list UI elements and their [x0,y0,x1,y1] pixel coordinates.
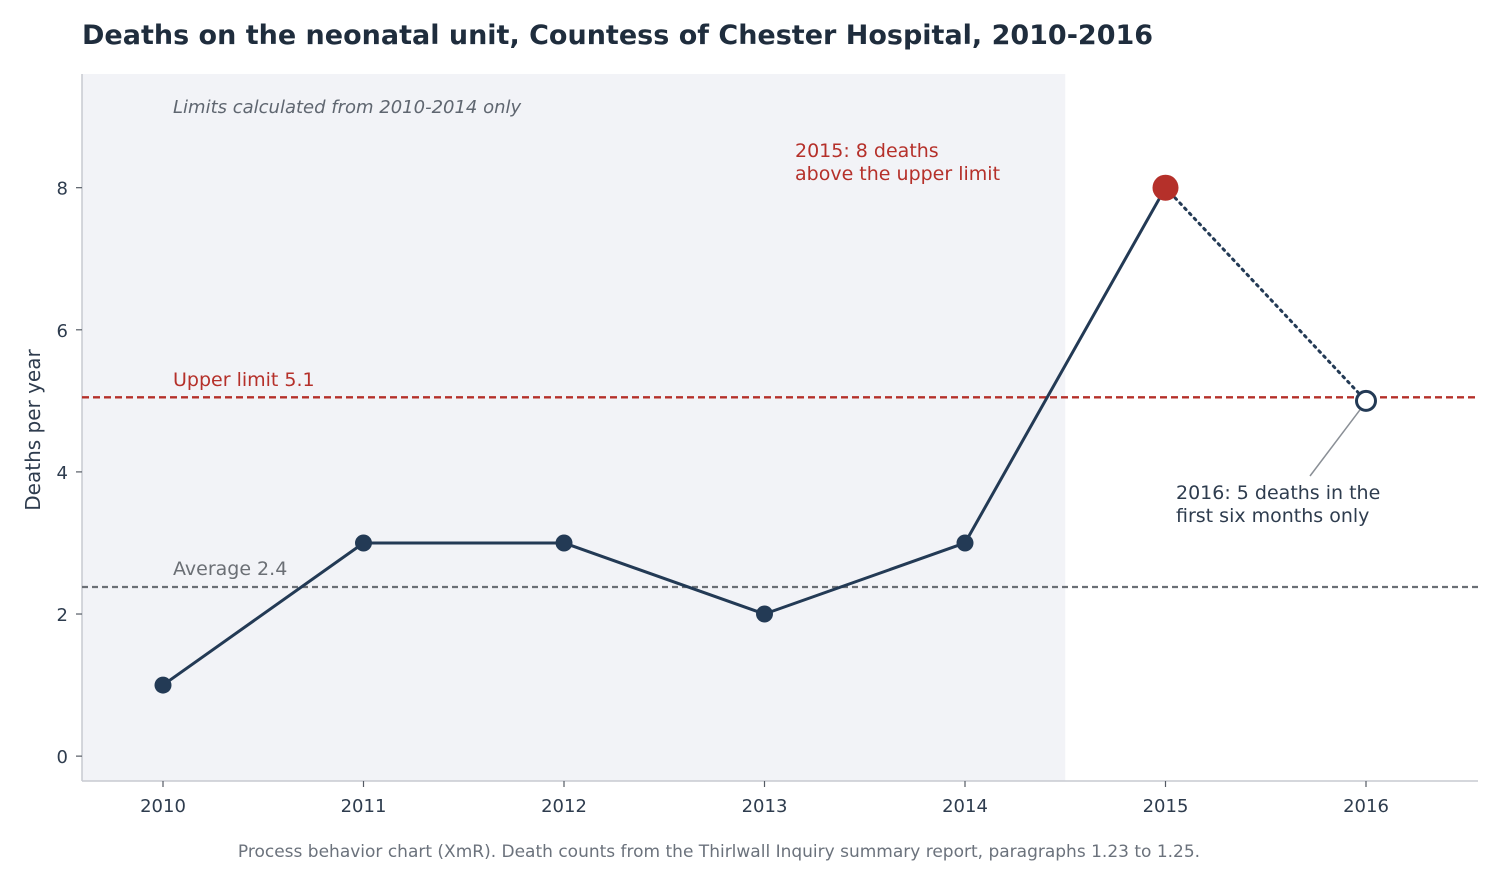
x-tick-label: 2016 [1343,796,1389,817]
series-line [162,186,1167,687]
ticks: 0 2 4 6 8 2010 2011 2012 2013 2014 2015 2016 [57,179,1389,817]
data-point-highlight [1152,174,1179,201]
average-label: Average 2.4 [173,558,287,580]
x-tick-label: 2015 [1143,796,1189,817]
baseline-note: Limits calculated from 2010-2014 only [173,97,522,118]
x-tick-label: 2011 [341,796,387,817]
data-point [154,676,172,694]
x-tick-label: 2010 [140,796,186,817]
data-point [756,605,773,623]
axes [81,74,1478,782]
y-tick-label: 4 [57,463,68,484]
partial-annotation-line2: first six months only [1176,505,1369,527]
peak-annotation-line2: above the upper limit [795,163,1000,185]
data-point [956,534,974,552]
y-tick-label: 0 [57,747,68,768]
partial-year-segment [1164,186,1368,403]
y-tick-label: 2 [57,605,68,626]
y-tick-label: 8 [57,179,68,200]
x-tick-label: 2013 [742,796,788,817]
y-tick-label: 6 [57,321,68,342]
upper-limit-label: Upper limit 5.1 [173,369,315,391]
peak-annotation-line1: 2015: 8 deaths [795,140,939,162]
chart-title: Deaths on the neonatal unit, Countess of… [82,20,1153,51]
baseline-period-shade [82,74,1066,781]
y-axis-title: Deaths per year [21,349,45,511]
data-point [555,534,573,552]
x-tick-label: 2014 [942,796,988,817]
annotation-leader-line [1309,409,1361,477]
series [154,174,1377,694]
data-point-partial [1355,389,1377,412]
chart-caption: Process behavior chart (XmR). Death coun… [238,842,1200,862]
data-point [355,534,372,552]
partial-annotation-line1: 2016: 5 deaths in the [1176,482,1380,504]
x-tick-label: 2012 [541,796,587,817]
